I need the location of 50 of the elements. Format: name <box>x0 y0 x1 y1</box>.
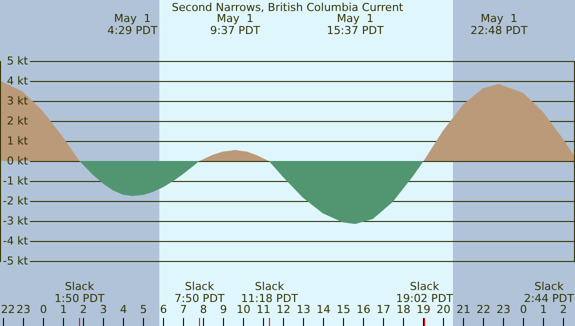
x-tick-label: 3 <box>100 302 107 316</box>
x-tick-label: 4 <box>120 302 127 316</box>
ref-line-label: Slack 7:50 PDT <box>174 280 225 305</box>
y-tick-label: 2 kt <box>6 114 29 128</box>
x-tick-label: 2 <box>560 302 567 316</box>
ref-line-label: Slack 1:50 PDT <box>54 280 105 305</box>
x-tick-label: 21 <box>456 302 470 316</box>
x-tick-label: 0 <box>520 302 527 316</box>
x-tick-label: 0 <box>40 302 47 316</box>
x-tick-label: 13 <box>296 302 310 316</box>
y-tick-label: -4 kt <box>2 234 29 248</box>
chart-title: Second Narrows, British Columbia Current <box>172 0 404 14</box>
x-tick-label: 22 <box>1 302 15 316</box>
x-tick-label: 14 <box>316 302 330 316</box>
x-tick-label: 1 <box>540 302 547 316</box>
text: May 1 4:29 PDT <box>107 12 158 37</box>
x-tick-label: 2 <box>80 302 87 316</box>
x-tick-label: 16 <box>356 302 370 316</box>
y-tick-label: -3 kt <box>2 214 29 228</box>
x-tick-label: 22 <box>476 302 490 316</box>
y-tick-label: -5 kt <box>2 254 29 268</box>
x-tick-label: 7 <box>180 302 187 316</box>
text: Slack 2:44 PDT <box>524 280 574 305</box>
y-tick-label: -2 kt <box>2 194 29 208</box>
x-tick-label: 20 <box>436 302 450 316</box>
x-tick-label: 1 <box>60 302 67 316</box>
ref-line-label: Slack 11:18 PDT <box>240 280 298 305</box>
y-tick-label: 4 kt <box>6 74 29 88</box>
x-tick-label: 19 <box>416 302 430 316</box>
x-tick-label: 23 <box>16 302 30 316</box>
x-tick-label: 6 <box>160 302 167 316</box>
y-tick-label: 5 kt <box>6 54 29 68</box>
text: May 1 9:37 PDT <box>210 12 260 37</box>
x-tick-label: 11 <box>256 302 270 316</box>
text: May 1 22:48 PDT <box>470 12 528 37</box>
y-tick-label: 3 kt <box>6 94 29 108</box>
x-tick-label: 9 <box>220 302 227 316</box>
x-tick-label: 15 <box>336 302 350 316</box>
x-tick-label: 5 <box>140 302 147 316</box>
x-tick-label: 8 <box>200 302 207 316</box>
x-tick-label: 18 <box>396 302 410 316</box>
x-tick-label: 23 <box>496 302 510 316</box>
y-tick-label: 0 kt <box>6 154 29 168</box>
ref-line-label: Slack 19:02 PDT <box>396 280 454 305</box>
y-tick-label: -1 kt <box>2 174 29 188</box>
x-tick-label: 10 <box>236 302 250 316</box>
y-tick-label: 1 kt <box>6 134 29 148</box>
text: May 1 15:37 PDT <box>326 12 384 37</box>
x-tick-label: 17 <box>376 302 390 316</box>
x-tick-label: 12 <box>276 302 290 316</box>
